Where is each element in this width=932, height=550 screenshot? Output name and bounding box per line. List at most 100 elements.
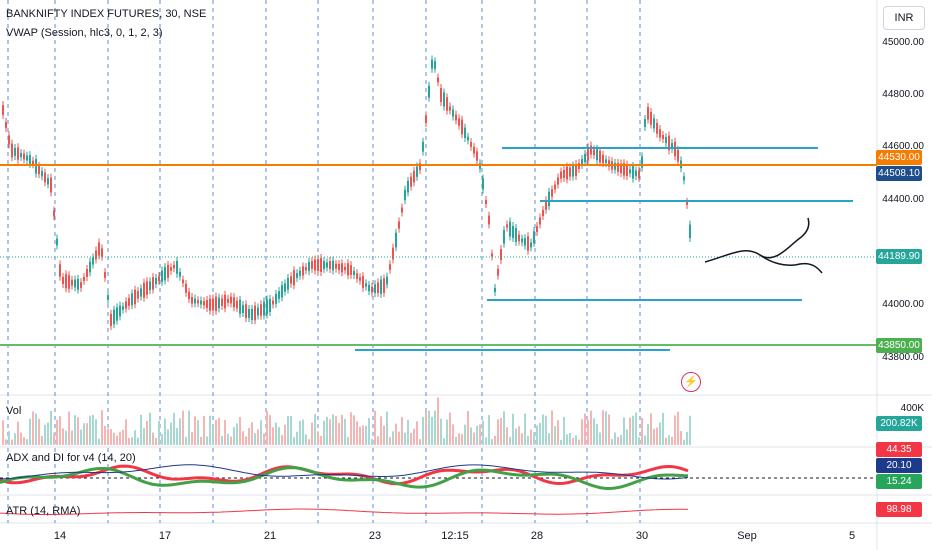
volume-bar — [572, 437, 574, 445]
atr-tag[interactable]: 98.98 — [876, 502, 922, 517]
volume-bar — [311, 422, 313, 445]
volume-axis-label: 400K — [900, 403, 924, 414]
candle-body — [596, 148, 598, 161]
volume-bar — [314, 414, 316, 445]
volume-bar — [242, 431, 244, 445]
candle-body — [254, 305, 256, 321]
candle-body — [656, 123, 658, 134]
candle-body — [629, 169, 631, 174]
candle-body — [104, 272, 106, 278]
volume-bar — [320, 435, 322, 445]
drawing-lines — [0, 147, 877, 351]
adx-tag-red[interactable]: 44.35 — [876, 442, 922, 457]
candle-body — [350, 265, 352, 275]
candle-body — [536, 226, 538, 232]
volume-bar — [113, 432, 115, 445]
candle-body — [17, 147, 19, 160]
volume-bar — [299, 420, 301, 445]
candle-body — [503, 230, 505, 244]
volume-bar — [29, 418, 31, 445]
volume-tag[interactable]: 200.82K — [876, 416, 922, 431]
candle-body — [440, 87, 442, 103]
candle-body — [686, 201, 688, 205]
adx-tag-green[interactable]: 15.24 — [876, 474, 922, 489]
candle-body — [548, 191, 550, 207]
level-price-tag[interactable]: 44530.00 — [876, 150, 922, 165]
volume-bar — [383, 425, 385, 445]
atr-line — [0, 508, 689, 515]
volume-bar — [524, 413, 526, 445]
adx-tag-blue[interactable]: 20.10 — [876, 458, 922, 473]
volume-bar — [419, 439, 421, 445]
candle-body — [176, 260, 178, 274]
candle-body — [635, 170, 637, 177]
candle-body — [266, 299, 268, 315]
volume-bars — [2, 397, 691, 445]
candle-body — [647, 107, 649, 120]
candle-body — [599, 150, 601, 163]
candle-body — [593, 149, 595, 156]
volume-bar — [86, 423, 88, 445]
candle-body — [80, 282, 82, 288]
currency-button[interactable]: INR — [883, 6, 925, 30]
last-price-tag[interactable]: 44189.90 — [876, 249, 922, 264]
volume-bar — [344, 418, 346, 445]
candle-body — [326, 262, 328, 268]
volume-bar — [503, 411, 505, 445]
symbol-title[interactable]: BANKNIFTY INDEX FUTURES, 30, NSE — [6, 8, 207, 20]
volume-bar — [248, 428, 250, 445]
volume-bar — [368, 417, 370, 445]
volume-bar — [68, 411, 70, 445]
candle-body — [407, 180, 409, 193]
volume-bar — [326, 416, 328, 445]
volume-bar — [158, 420, 160, 445]
volume-bar — [686, 431, 688, 445]
projection-path — [704, 217, 810, 263]
candle-body — [545, 200, 547, 210]
volume-bar — [359, 426, 361, 445]
candle-body — [251, 308, 253, 321]
volume-bar — [464, 424, 466, 445]
volume-bar — [671, 436, 673, 445]
time-axis-label: 23 — [368, 530, 382, 542]
volume-bar — [167, 429, 169, 445]
candle-body — [188, 291, 190, 299]
volume-bar — [440, 418, 442, 445]
vwap-legend[interactable]: VWAP (Session, hlc3, 0, 1, 2, 3) — [6, 27, 163, 39]
candle-body — [617, 162, 619, 172]
volume-bar — [317, 431, 319, 445]
volume-bar — [515, 428, 517, 445]
support-price-tag[interactable]: 43850.00 — [876, 338, 922, 353]
candle-body — [50, 177, 52, 193]
candle-body — [461, 119, 463, 135]
lightning-alert-icon[interactable]: ⚡ — [681, 372, 701, 392]
volume-label[interactable]: Vol — [6, 405, 22, 417]
candle-body — [668, 135, 670, 151]
atr-label[interactable]: ATR (14, RMA) — [6, 505, 81, 517]
time-axis-label: 14 — [53, 530, 67, 542]
volume-bar — [137, 437, 139, 445]
adx-label[interactable]: ADX and DI for v4 (14, 20) — [6, 452, 136, 464]
vwap-price-tag[interactable]: 44508.10 — [876, 166, 922, 181]
candle-body — [359, 277, 361, 281]
candle-body — [572, 165, 574, 177]
volume-bar — [83, 423, 85, 445]
volume-bar — [173, 412, 175, 445]
candle-body — [284, 283, 286, 292]
volume-bar — [455, 436, 457, 445]
candle-body — [302, 266, 304, 276]
volume-bar — [476, 425, 478, 445]
candle-body — [164, 267, 166, 281]
candle-body — [11, 143, 13, 158]
candle-body — [221, 298, 223, 306]
volume-bar — [557, 420, 559, 445]
candle-body — [506, 224, 508, 228]
volume-bar — [461, 434, 463, 445]
candle-body — [83, 276, 85, 282]
volume-bar — [95, 419, 97, 445]
candle-body — [455, 114, 457, 121]
candle-body — [581, 158, 583, 166]
candle-body — [281, 285, 283, 298]
volume-bar — [230, 436, 232, 445]
